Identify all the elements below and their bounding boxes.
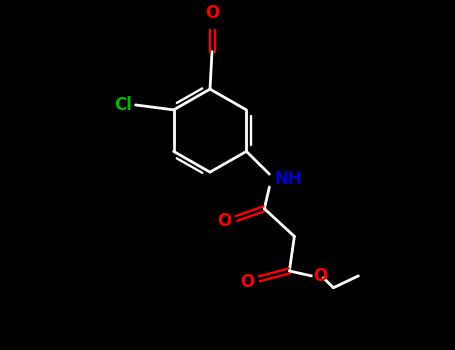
Text: Cl: Cl xyxy=(114,96,131,114)
Text: NH: NH xyxy=(274,170,302,188)
Text: O: O xyxy=(313,267,328,285)
Text: O: O xyxy=(205,4,219,22)
Text: O: O xyxy=(240,273,254,291)
Text: O: O xyxy=(217,211,232,230)
